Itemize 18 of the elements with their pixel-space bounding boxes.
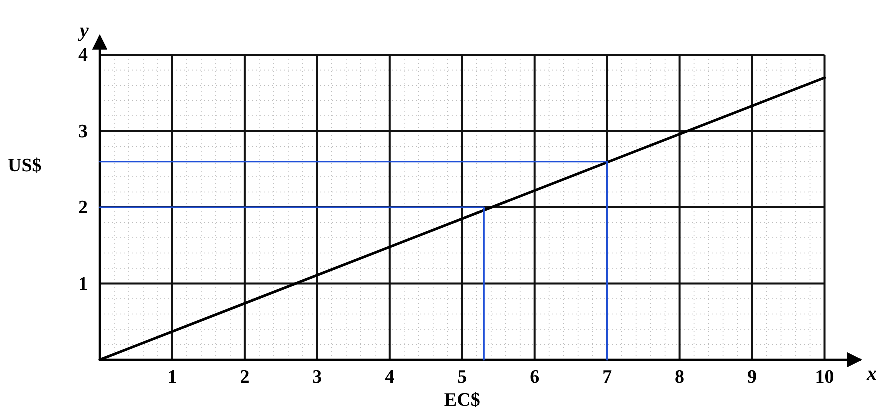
x-tick-label: 8: [675, 367, 685, 388]
x-tick-label: 1: [168, 367, 178, 388]
x-tick-label: 6: [530, 367, 540, 388]
y-tick-label: 2: [78, 198, 88, 219]
text: y: [78, 20, 89, 42]
x-axis-title: EC$: [444, 390, 480, 411]
y-tick-label: 4: [78, 45, 88, 66]
x-tick-label: 5: [458, 367, 468, 388]
x-tick-label: 3: [312, 367, 322, 388]
y-tick-label: 1: [78, 274, 88, 295]
x-tick-label: 9: [748, 367, 758, 388]
x-tick-label: 2: [240, 367, 250, 388]
text: x: [866, 363, 877, 385]
x-tick-label: 7: [602, 367, 613, 388]
y-axis-title: US$: [8, 156, 42, 177]
y-tick-label: 3: [78, 121, 88, 142]
x-tick-label: 4: [385, 367, 396, 388]
x-tick-label: 10: [815, 367, 834, 388]
